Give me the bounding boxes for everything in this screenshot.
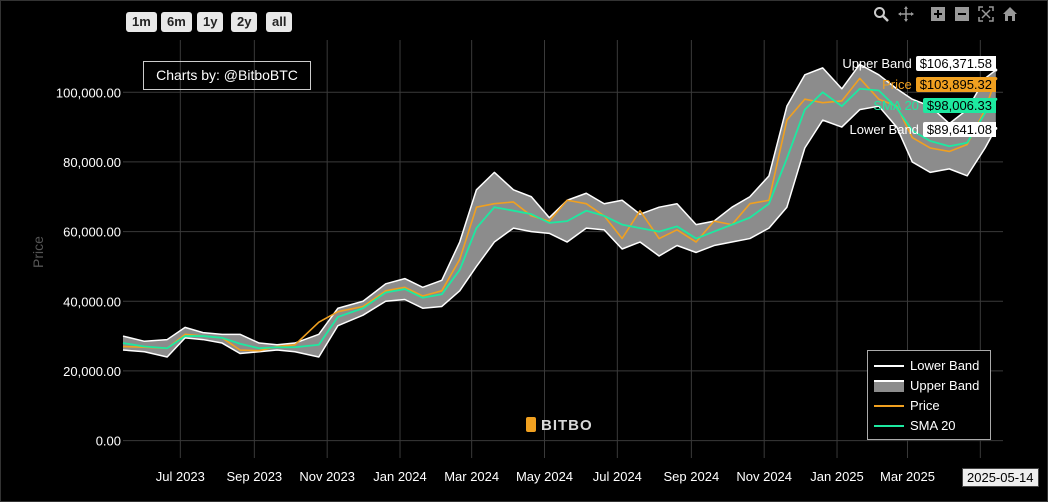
range-1m-button[interactable]: 1m bbox=[126, 12, 157, 32]
x-tick-label: Jul 2023 bbox=[156, 469, 205, 484]
chart-credit: Charts by: @BitboBTC bbox=[143, 61, 311, 90]
end-label-name: SMA 20 bbox=[873, 98, 919, 113]
end-label-lower-band: Lower Band $89,641.08 bbox=[850, 120, 996, 139]
x-tick-label: Nov 2024 bbox=[736, 469, 792, 484]
x-tick-label: Jan 2025 bbox=[810, 469, 864, 484]
legend-label: Lower Band bbox=[910, 358, 980, 373]
end-label-value: $103,895.32 bbox=[915, 77, 996, 92]
end-label-name: Lower Band bbox=[849, 122, 919, 137]
end-label-name: Upper Band bbox=[842, 56, 912, 71]
x-tick-label: Sep 2023 bbox=[227, 469, 283, 484]
x-tick-label: Mar 2025 bbox=[880, 469, 935, 484]
bollinger-band-fill bbox=[123, 64, 996, 357]
chart-legend[interactable]: Lower Band Upper Band Price SMA 20 bbox=[867, 350, 991, 440]
end-label-value: $89,641.08 bbox=[922, 122, 996, 137]
end-label-upper-band: Upper Band $106,371.58 bbox=[842, 54, 996, 73]
watermark-text: BITBO bbox=[541, 417, 593, 434]
legend-label: SMA 20 bbox=[910, 418, 956, 433]
hover-date-tag: 2025-05-14 bbox=[962, 468, 1039, 487]
end-label-value: $98,006.33 bbox=[922, 98, 996, 113]
end-label-name: Price bbox=[882, 77, 912, 92]
sma-20-line bbox=[122, 87, 997, 350]
bitbo-logo-icon bbox=[526, 417, 536, 432]
bitbo-watermark: BITBO bbox=[526, 417, 593, 434]
legend-label: Price bbox=[910, 398, 940, 413]
y-tick-label: 60,000.00 bbox=[63, 225, 121, 240]
range-1y-button[interactable]: 1y bbox=[197, 12, 224, 32]
x-tick-label: Mar 2024 bbox=[444, 469, 499, 484]
x-tick-label: Sep 2024 bbox=[664, 469, 720, 484]
y-tick-label: 100,000.00 bbox=[56, 85, 121, 100]
x-tick-label: Nov 2023 bbox=[299, 469, 355, 484]
range-2y-button[interactable]: 2y bbox=[231, 12, 258, 32]
x-tick-label: May 2024 bbox=[516, 469, 573, 484]
x-tick-label: Jan 2024 bbox=[373, 469, 427, 484]
zoom-icon[interactable] bbox=[872, 6, 890, 24]
x-tick-label: Jul 2024 bbox=[593, 469, 642, 484]
legend-swatch-lower-band bbox=[874, 365, 904, 367]
y-axis-title: Price bbox=[30, 236, 46, 268]
range-6m-button[interactable]: 6m bbox=[161, 12, 192, 32]
legend-swatch-sma-20 bbox=[874, 425, 904, 427]
legend-swatch-upper-band bbox=[874, 380, 904, 392]
upper-band-line bbox=[122, 63, 997, 346]
lower-band-line bbox=[122, 105, 997, 358]
y-tick-label: 40,000.00 bbox=[63, 294, 121, 309]
end-label-price: Price $103,895.32 bbox=[882, 75, 996, 94]
zoom-in-icon[interactable] bbox=[929, 6, 947, 24]
reset-home-icon[interactable] bbox=[1001, 6, 1019, 24]
y-tick-label: 0.00 bbox=[96, 434, 121, 449]
range-all-button[interactable]: all bbox=[266, 12, 293, 32]
legend-label: Upper Band bbox=[910, 378, 980, 393]
y-tick-label: 80,000.00 bbox=[63, 155, 121, 170]
y-tick-label: 20,000.00 bbox=[63, 364, 121, 379]
autoscale-icon[interactable] bbox=[977, 6, 995, 24]
end-label-value: $106,371.58 bbox=[915, 56, 996, 71]
pan-icon[interactable] bbox=[897, 6, 915, 24]
legend-swatch-price bbox=[874, 405, 904, 407]
zoom-out-icon[interactable] bbox=[953, 6, 971, 24]
end-label-sma-20: SMA 20 $98,006.33 bbox=[873, 96, 996, 115]
